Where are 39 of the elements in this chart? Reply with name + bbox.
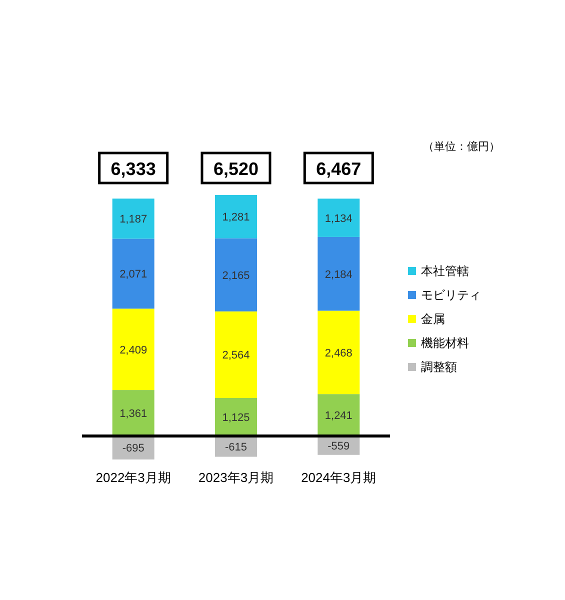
legend-label: 金属 [421,312,445,326]
data-label: 1,281 [222,212,250,224]
legend-label: モビリティ [421,288,481,302]
data-label: 1,125 [222,412,250,424]
data-label: 1,361 [120,408,148,420]
data-label: 2,409 [120,344,148,356]
bar [215,311,257,398]
bar [112,390,154,436]
bar [318,310,360,394]
text: （単位：億円） [423,140,500,153]
bar [318,198,360,237]
bar [215,195,257,238]
data-label: 1,134 [324,212,352,225]
bar [112,238,154,309]
data-label: -615 [224,441,248,454]
total-label: 6,467 [316,159,362,179]
x-tick-label: 2022年3月期 [96,470,171,485]
data-label: -695 [122,442,144,455]
legend-label: 調整額 [421,360,457,374]
data-label: 2,071 [120,268,148,281]
x-tick-label: 2024年3月期 [301,470,376,485]
total-label: 6,333 [110,159,156,179]
data-label: 2,564 [222,350,250,362]
data-label: 2,165 [222,270,250,282]
data-label: -559 [328,440,350,452]
data-label: 1,187 [120,214,148,226]
bar [318,394,360,436]
legend-label: 機能材料 [421,336,469,350]
data-label: 2,184 [324,268,352,281]
data-label: 2,468 [324,347,352,360]
bar [215,238,257,312]
legend-label: 本社管轄 [421,264,469,278]
bar [112,198,154,239]
x-tick-label: 2023年3月期 [198,470,274,485]
bar [318,236,360,311]
total-label: 6,520 [213,159,259,179]
data-label: 1,241 [324,410,352,422]
bar [112,308,154,390]
bar [215,398,257,436]
